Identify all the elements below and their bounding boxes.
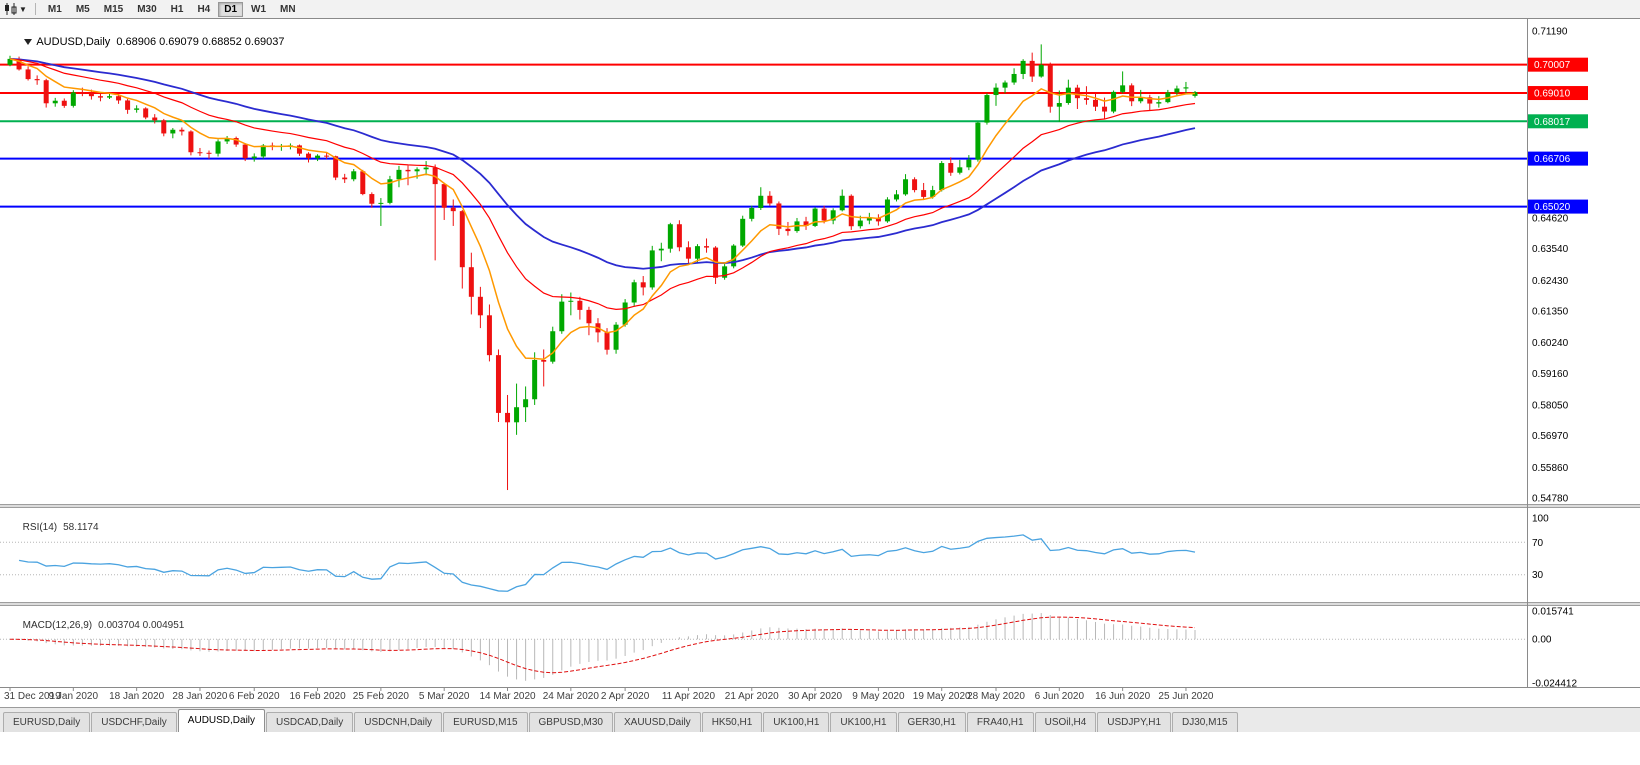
timeframe-w1-button[interactable]: W1 xyxy=(251,3,267,15)
price-badge-0.70007 xyxy=(1528,57,1588,72)
timeframe-m5-button[interactable]: M5 xyxy=(75,3,90,15)
chart-tab-audusd-daily[interactable]: AUDUSD,Daily xyxy=(177,709,266,732)
chart-tab-hk50-h1[interactable]: HK50,H1 xyxy=(701,712,763,732)
svg-text:25 Feb 2020: 25 Feb 2020 xyxy=(353,691,410,702)
svg-text:-0.024412: -0.024412 xyxy=(1532,679,1577,690)
svg-text:16 Feb 2020: 16 Feb 2020 xyxy=(289,691,346,702)
price-badge-0.69010 xyxy=(1528,86,1588,101)
svg-text:6 Feb 2020: 6 Feb 2020 xyxy=(229,691,280,702)
svg-text:31 Dec 2019: 31 Dec 2019 xyxy=(4,691,61,702)
timeframe-h4-button[interactable]: H4 xyxy=(197,3,211,15)
svg-text:0.54780: 0.54780 xyxy=(1532,494,1569,505)
chart-tab-usdcnh-daily[interactable]: USDCNH,Daily xyxy=(354,712,443,732)
svg-text:0.63540: 0.63540 xyxy=(1532,244,1569,255)
chart-tab-uk100-h1[interactable]: UK100,H1 xyxy=(830,712,897,732)
svg-text:0.56970: 0.56970 xyxy=(1532,431,1569,442)
timeframe-toolbar: ▼ M1 M5 M15 M30 H1 H4 D1 W1 MN xyxy=(0,0,1640,19)
macd-panel: 0.015741 0.00 -0.024412 xyxy=(0,607,1577,690)
svg-text:0.65020: 0.65020 xyxy=(1534,202,1571,213)
svg-text:70: 70 xyxy=(1532,538,1544,549)
candles-layer xyxy=(7,44,1198,491)
chart-tab-xauusd-daily[interactable]: XAUUSD,Daily xyxy=(614,712,701,732)
svg-text:28 May 2020: 28 May 2020 xyxy=(967,691,1025,702)
svg-text:0.61350: 0.61350 xyxy=(1532,307,1569,318)
chart-tab-eurusd-m15[interactable]: EURUSD,M15 xyxy=(443,712,528,732)
rsi-line xyxy=(18,534,1196,592)
svg-text:0.70007: 0.70007 xyxy=(1534,60,1571,71)
chart-tab-usdjpy-h1[interactable]: USDJPY,H1 xyxy=(1097,712,1172,732)
svg-text:0.68017: 0.68017 xyxy=(1534,117,1571,128)
svg-text:6 Jun 2020: 6 Jun 2020 xyxy=(1035,691,1085,702)
timeframe-h1-button[interactable]: H1 xyxy=(170,3,184,15)
svg-text:5 Mar 2020: 5 Mar 2020 xyxy=(419,691,470,702)
rsi-panel: 100 70 30 xyxy=(0,514,1549,592)
svg-text:9 May 2020: 9 May 2020 xyxy=(852,691,905,702)
toolbar-separator xyxy=(34,3,36,15)
ma-fast-line xyxy=(9,58,1196,360)
timeframe-m30-button[interactable]: M30 xyxy=(137,3,157,15)
svg-text:30: 30 xyxy=(1532,570,1544,581)
svg-text:0.62430: 0.62430 xyxy=(1532,276,1569,287)
macd-signal-line xyxy=(9,616,1196,674)
svg-text:100: 100 xyxy=(1532,514,1549,525)
price-chart-canvas[interactable]: 0.71190 0.64620 0.63540 0.62430 0.61350 0.602… xyxy=(0,19,1640,707)
timeframe-m15-button[interactable]: M15 xyxy=(103,3,124,15)
svg-text:0.66706: 0.66706 xyxy=(1534,154,1571,165)
svg-text:21 Apr 2020: 21 Apr 2020 xyxy=(725,691,779,702)
window-bottom-gap xyxy=(0,732,1640,765)
ma-mid-line xyxy=(9,58,1196,310)
chart-tab-eurusd-daily[interactable]: EURUSD,Daily xyxy=(3,712,91,732)
svg-text:0.55860: 0.55860 xyxy=(1532,463,1569,474)
svg-text:9 Jan 2020: 9 Jan 2020 xyxy=(49,691,99,702)
chart-tab-gbpusd-m30[interactable]: GBPUSD,M30 xyxy=(528,712,613,732)
chart-tab-fra40-h1[interactable]: FRA40,H1 xyxy=(966,712,1034,732)
svg-text:0.71190: 0.71190 xyxy=(1532,27,1568,38)
svg-text:28 Jan 2020: 28 Jan 2020 xyxy=(172,691,227,702)
svg-text:16 Jun 2020: 16 Jun 2020 xyxy=(1095,691,1150,702)
chart-tab-usdcad-daily[interactable]: USDCAD,Daily xyxy=(266,712,354,732)
chart-tab-dj30-m15[interactable]: DJ30,M15 xyxy=(1172,712,1238,732)
timeframe-m1-button[interactable]: M1 xyxy=(47,3,62,15)
timeframe-buttons-group: M1 M5 M15 M30 H1 H4 D1 W1 MN xyxy=(41,1,303,17)
svg-text:11 Apr 2020: 11 Apr 2020 xyxy=(662,691,716,702)
chart-tab-uk100-h1[interactable]: UK100,H1 xyxy=(763,712,830,732)
ma-slow-line xyxy=(9,57,1196,270)
chart-type-dropdown-caret-icon[interactable]: ▼ xyxy=(19,4,27,14)
panel-splitter-rsi-macd[interactable] xyxy=(0,602,1640,606)
chart-tab-bar: EURUSD,Daily USDCHF,Daily AUDUSD,Daily USDC… xyxy=(0,707,1640,732)
svg-text:0.58050: 0.58050 xyxy=(1532,400,1569,411)
svg-text:25 Jun 2020: 25 Jun 2020 xyxy=(1158,691,1213,702)
svg-text:2 Apr 2020: 2 Apr 2020 xyxy=(601,691,650,702)
price-badge-0.66706 xyxy=(1528,151,1588,166)
svg-text:0.69010: 0.69010 xyxy=(1534,89,1571,100)
chart-tab-usoil-h4[interactable]: USOil,H4 xyxy=(1034,712,1097,732)
timeframe-d1-button[interactable]: D1 xyxy=(218,1,244,17)
svg-text:0.59160: 0.59160 xyxy=(1532,369,1569,380)
svg-text:19 May 2020: 19 May 2020 xyxy=(913,691,971,702)
chart-area[interactable]: 0.71190 0.64620 0.63540 0.62430 0.61350 0.602… xyxy=(0,19,1640,707)
svg-text:30 Apr 2020: 30 Apr 2020 xyxy=(788,691,842,702)
panel-splitter-main-rsi[interactable] xyxy=(0,504,1640,508)
svg-text:0.00: 0.00 xyxy=(1532,635,1552,646)
svg-text:18 Jan 2020: 18 Jan 2020 xyxy=(109,691,164,702)
price-badge-0.65020 xyxy=(1528,199,1588,214)
horizontal-level-lines[interactable] xyxy=(0,63,1527,208)
chart-tab-usdchf-daily[interactable]: USDCHF,Daily xyxy=(91,712,177,732)
svg-text:0.64620: 0.64620 xyxy=(1532,213,1569,224)
timeframe-mn-button[interactable]: MN xyxy=(280,3,296,15)
price-badge-0.68017 xyxy=(1528,114,1588,129)
svg-text:24 Mar 2020: 24 Mar 2020 xyxy=(543,691,600,702)
svg-text:0.015741: 0.015741 xyxy=(1532,607,1574,618)
svg-text:0.60240: 0.60240 xyxy=(1532,338,1569,349)
svg-text:14 Mar 2020: 14 Mar 2020 xyxy=(479,691,536,702)
candlestick-chart-type-icon[interactable] xyxy=(4,3,18,15)
price-axis[interactable]: 0.71190 0.64620 0.63540 0.62430 0.61350 0.602… xyxy=(1528,27,1588,505)
chart-tab-ger30-h1[interactable]: GER30,H1 xyxy=(897,712,966,732)
